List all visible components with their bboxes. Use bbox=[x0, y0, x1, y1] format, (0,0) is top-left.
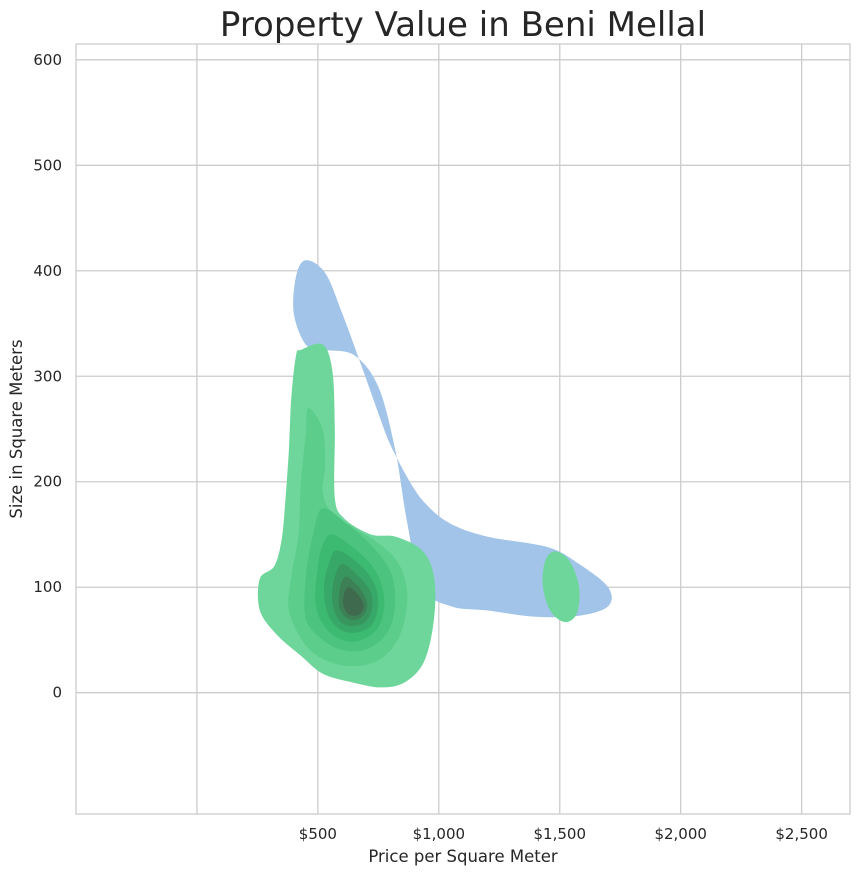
y-tick-label: 500 bbox=[33, 156, 62, 174]
y-tick-label: 200 bbox=[33, 473, 62, 491]
density-contour bbox=[343, 587, 364, 616]
density-series-2 bbox=[257, 343, 580, 688]
y-axis-label: Size in Square Meters bbox=[7, 339, 26, 518]
plot-frame bbox=[75, 43, 851, 815]
x-axis-label: Price per Square Meter bbox=[368, 847, 557, 866]
density-layer bbox=[257, 260, 612, 688]
density-contour bbox=[293, 260, 612, 618]
density-series-1 bbox=[293, 260, 612, 618]
density-contour bbox=[542, 551, 580, 623]
gridlines bbox=[76, 44, 850, 814]
x-tick-labels: $500 $1,000 $1,500 $2,000 $2,500 bbox=[299, 825, 828, 843]
x-tick-label: $2,000 bbox=[654, 825, 707, 843]
x-tick-label: $500 bbox=[299, 825, 337, 843]
x-tick-label: $1,000 bbox=[413, 825, 466, 843]
y-tick-label: 300 bbox=[33, 367, 62, 385]
y-tick-label: 400 bbox=[33, 262, 62, 280]
y-tick-label: 0 bbox=[52, 684, 62, 702]
y-tick-labels: 0 100 200 300 400 500 600 bbox=[33, 51, 62, 702]
y-tick-label: 600 bbox=[33, 51, 62, 69]
chart-title: Property Value in Beni Mellal bbox=[220, 5, 706, 45]
x-tick-label: $2,500 bbox=[775, 825, 828, 843]
y-tick-label: 100 bbox=[33, 578, 62, 596]
x-tick-label: $1,500 bbox=[534, 825, 587, 843]
